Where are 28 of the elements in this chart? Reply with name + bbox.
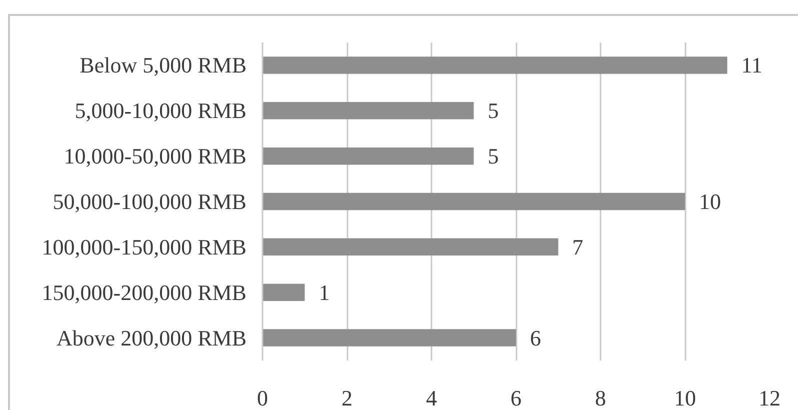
y-tick-label: 100,000-150,000 RMB xyxy=(42,234,247,260)
data-label: 11 xyxy=(741,52,762,78)
y-tick-label: Above 200,000 RMB xyxy=(56,325,246,350)
bar xyxy=(262,102,474,120)
bar xyxy=(262,192,685,210)
bar xyxy=(262,238,558,256)
y-tick-label: Below 5,000 RMB xyxy=(80,52,247,78)
x-tick-label: 0 xyxy=(257,386,268,410)
y-tick-label: 5,000-10,000 RMB xyxy=(74,98,247,124)
x-tick-label: 6 xyxy=(510,386,522,410)
y-tick-label: 150,000-200,000 RMB xyxy=(42,280,247,305)
data-label: 5 xyxy=(488,98,499,124)
y-tick-label: 10,000-50,000 RMB xyxy=(64,144,247,169)
bar xyxy=(262,329,516,346)
data-label: 1 xyxy=(318,280,330,305)
x-tick-label: 10 xyxy=(674,386,696,410)
data-label: 7 xyxy=(572,234,584,260)
x-tick-label: 12 xyxy=(758,386,780,410)
x-tick-label: 4 xyxy=(426,386,437,410)
bar xyxy=(262,56,728,74)
data-label: 6 xyxy=(530,325,541,350)
data-label: 5 xyxy=(488,144,499,169)
x-tick-label: 8 xyxy=(595,386,606,410)
x-tick-label: 2 xyxy=(342,386,352,410)
bar xyxy=(262,284,305,301)
bar xyxy=(262,147,474,165)
data-label: 10 xyxy=(699,189,721,214)
y-tick-label: 50,000-100,000 RMB xyxy=(52,189,247,214)
